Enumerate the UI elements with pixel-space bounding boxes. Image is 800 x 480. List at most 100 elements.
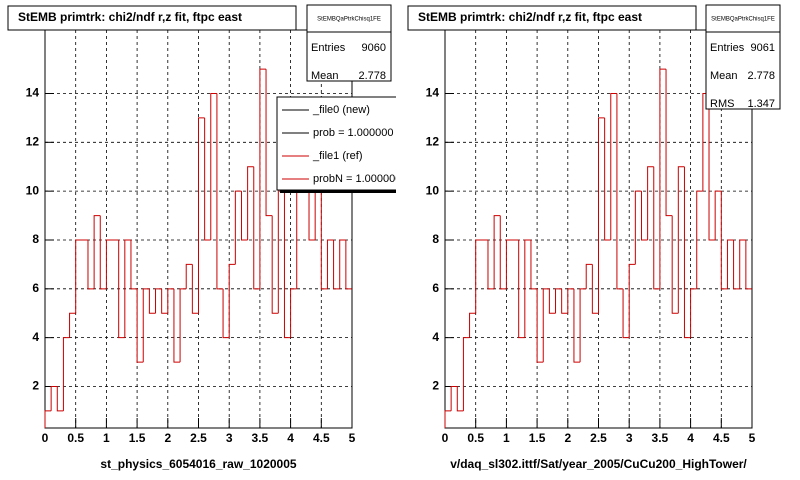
histogram-bin (56, 386, 64, 412)
histogram-bin (536, 288, 544, 363)
histogram-bin (234, 190, 242, 265)
histogram-bin (671, 215, 679, 314)
histogram-bin (640, 191, 648, 241)
x-tick-label: 0.5 (67, 431, 84, 445)
y-tick-label: 14 (426, 86, 440, 100)
histogram-bin (179, 288, 187, 363)
histogram-bin (240, 191, 248, 241)
histogram-bin (333, 239, 340, 290)
histogram-bin (62, 337, 70, 411)
legend-shadow (280, 190, 396, 193)
stats-box (705, 4, 781, 110)
x-tick-label: 4 (687, 431, 694, 445)
x-tick-label: 2 (164, 431, 171, 445)
histogram-bin (290, 288, 297, 338)
histogram-bin (647, 166, 654, 240)
x-tick-label: 2.5 (190, 431, 207, 445)
histogram-bin (345, 239, 352, 290)
histogram-bin (579, 288, 587, 363)
histogram-bin (271, 215, 279, 314)
histogram-bin (204, 117, 211, 241)
stats-label: Entries (311, 42, 346, 54)
histogram-bin (247, 166, 254, 240)
histogram-bin (690, 288, 697, 338)
histogram-bin (444, 410, 452, 428)
legend-label: _file0 (new) (312, 104, 370, 116)
histogram-bin (653, 166, 660, 290)
y-tick-label: 12 (26, 134, 40, 148)
histogram-bin (69, 312, 76, 338)
stats-label: Mean (710, 70, 738, 82)
histogram-bin (659, 68, 667, 289)
x-axis-title: st_physics_6054016_raw_1020005 (100, 457, 296, 471)
histogram-bin (253, 166, 260, 290)
stats-value: 1.347 (747, 98, 775, 110)
histogram-bin (598, 117, 605, 314)
histogram-bin (683, 166, 691, 339)
x-tick-label: 4 (287, 431, 294, 445)
histogram-bin (622, 288, 630, 339)
x-tick-label: 1 (103, 431, 110, 445)
stats-value: 2.778 (747, 70, 775, 82)
histogram-bin (665, 69, 673, 217)
histogram-bin (487, 239, 495, 290)
histogram-bin (469, 312, 476, 338)
stats-value: 2.778 (358, 70, 386, 82)
histogram-bin (155, 288, 162, 314)
y-tick-label: 14 (26, 86, 40, 100)
histogram-bin (105, 239, 113, 289)
histogram-bin (210, 92, 217, 240)
stats-name: StEMBQaPtrkChisq1FE (317, 17, 381, 23)
x-tick-label: 5 (749, 431, 756, 445)
histogram-bin (585, 263, 593, 289)
x-tick-label: 2 (564, 431, 571, 445)
x-tick-label: 4.5 (713, 431, 730, 445)
histogram-bin (283, 166, 291, 339)
histogram-bin (604, 117, 611, 241)
histogram-bin (450, 385, 458, 411)
x-tick-label: 1.5 (129, 431, 146, 445)
histogram-bin (216, 93, 224, 290)
x-tick-label: 3 (626, 431, 633, 445)
x-tick-label: 4.5 (313, 431, 330, 445)
legend-box (276, 96, 396, 191)
histogram-bin (616, 93, 624, 290)
histogram-bin (148, 288, 156, 314)
histogram-bin (530, 239, 538, 290)
histogram-bin (567, 288, 574, 314)
histogram-bin (499, 215, 507, 290)
stats-value: 9061 (751, 42, 775, 54)
histogram-bin (739, 239, 746, 289)
stats-name: StEMBQaPtrkChisq1FE (711, 17, 775, 23)
pad: 0 0.5 1 1.5 2 2.5 3 3.5 4 4.5 5 2 4 6 8 10 12 14 StEMB pri… (7, 4, 401, 471)
histogram-bin (130, 239, 138, 290)
stats-label: RMS (710, 98, 734, 110)
histogram-bin (161, 288, 168, 314)
histogram-bin (228, 263, 236, 338)
pad: 0 0.5 1 1.5 2 2.5 3 3.5 4 4.5 5 2 4 6 8 10 12 14 StEMB pri… (407, 4, 781, 471)
histogram-bin (591, 264, 599, 314)
y-tick-label: 8 (32, 232, 39, 246)
y-tick-label: 2 (32, 379, 39, 393)
y-tick-label: 12 (426, 134, 440, 148)
x-tick-label: 0 (42, 431, 49, 445)
histogram-bin (610, 92, 617, 240)
histogram-bin (555, 288, 562, 314)
legend-label: _file1 (ref) (312, 150, 363, 162)
histogram-bin (198, 117, 205, 314)
histogram-bin (726, 239, 734, 289)
stats-box (306, 4, 392, 82)
histogram-bin (339, 239, 346, 289)
histogram-bin (456, 386, 464, 412)
legend-label: probN = 1.000000 (313, 173, 401, 185)
stats-value: 9060 (362, 42, 386, 54)
title-box (407, 5, 697, 31)
x-tick-label: 1 (503, 431, 510, 445)
histogram-bin (628, 263, 636, 338)
histogram-bin (573, 288, 581, 363)
histogram-bin (44, 410, 52, 428)
histogram-bin (87, 239, 95, 290)
histogram-bin (505, 239, 513, 289)
histogram-bin (524, 239, 531, 338)
